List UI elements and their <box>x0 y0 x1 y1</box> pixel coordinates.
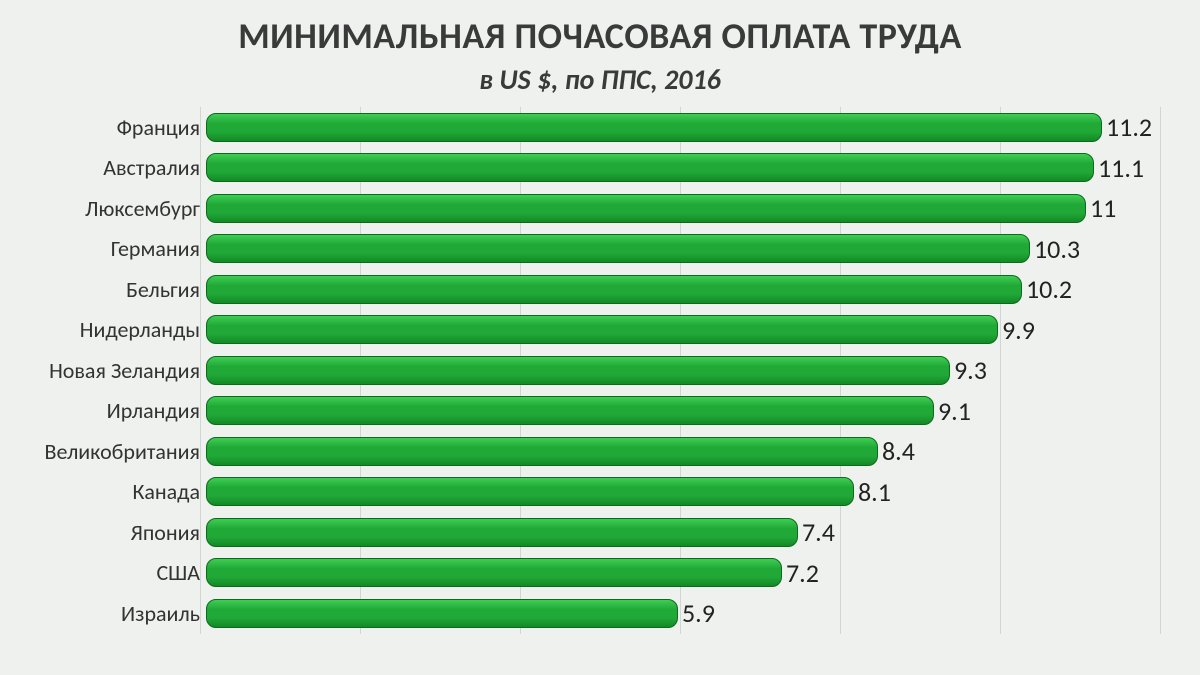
category-label: Нидерланды <box>0 316 206 343</box>
category-label: Германия <box>0 235 206 262</box>
bar-row: Бельгия 10.2 <box>0 269 1200 310</box>
bar-row: США 7.2 <box>0 553 1200 594</box>
bar-row: Германия 10.3 <box>0 229 1200 270</box>
bar-rows: Франция 11.2 Австралия 11.1 Люксембург 11 Герм… <box>0 107 1200 634</box>
category-label: Канада <box>0 478 206 505</box>
bar-track: 10.2 <box>206 269 1166 310</box>
bar <box>206 396 934 425</box>
bar <box>206 234 1030 263</box>
bar-row: Канада 8.1 <box>0 472 1200 513</box>
category-label: Израиль <box>0 600 206 627</box>
bar-value-label: 10.2 <box>1026 273 1072 305</box>
bar-track: 11 <box>206 188 1166 229</box>
bar-row: Нидерланды 9.9 <box>0 310 1200 351</box>
bar-track: 10.3 <box>206 229 1166 270</box>
bar-row: Люксембург 11 <box>0 188 1200 229</box>
bar <box>206 477 854 506</box>
bar-track: 7.4 <box>206 512 1166 553</box>
bar-track: 5.9 <box>206 593 1166 634</box>
bar <box>206 558 782 587</box>
bar-row: Новая Зеландия 9.3 <box>0 350 1200 391</box>
category-label: Австралия <box>0 154 206 181</box>
bar-value-label: 8.4 <box>882 435 915 467</box>
bar <box>206 518 798 547</box>
chart-title: МИНИМАЛЬНАЯ ПОЧАСОВАЯ ОПЛАТА ТРУДА <box>0 0 1200 58</box>
bar-value-label: 9.3 <box>954 354 987 386</box>
bar-value-label: 9.9 <box>1002 314 1035 346</box>
bar-row: Великобритания 8.4 <box>0 431 1200 472</box>
wage-chart: МИНИМАЛЬНАЯ ПОЧАСОВАЯ ОПЛАТА ТРУДА в US … <box>0 0 1200 675</box>
bar-row: Австралия 11.1 <box>0 148 1200 189</box>
category-label: Великобритания <box>0 438 206 465</box>
bar-value-label: 7.4 <box>802 516 835 548</box>
bar <box>206 153 1094 182</box>
category-label: Новая Зеландия <box>0 357 206 384</box>
bar-value-label: 11.1 <box>1098 152 1144 184</box>
bar <box>206 356 950 385</box>
bar-track: 8.1 <box>206 472 1166 513</box>
bar-track: 9.1 <box>206 391 1166 432</box>
chart-subtitle: в US $, по ППС, 2016 <box>0 62 1200 97</box>
bar-track: 11.1 <box>206 148 1166 189</box>
bar <box>206 275 1022 304</box>
bar-track: 11.2 <box>206 107 1166 148</box>
bar-track: 9.9 <box>206 310 1166 351</box>
bar-value-label: 11.2 <box>1106 111 1152 143</box>
bar-track: 8.4 <box>206 431 1166 472</box>
category-label: Ирландия <box>0 397 206 424</box>
bar-track: 7.2 <box>206 553 1166 594</box>
bar <box>206 113 1102 142</box>
bar <box>206 315 998 344</box>
bar-value-label: 7.2 <box>786 557 819 589</box>
bar <box>206 599 678 628</box>
bar-value-label: 11 <box>1090 192 1116 224</box>
category-label: Бельгия <box>0 276 206 303</box>
plot-area: Франция 11.2 Австралия 11.1 Люксембург 11 Герм… <box>0 107 1200 634</box>
bar-value-label: 8.1 <box>858 476 891 508</box>
category-label: Франция <box>0 114 206 141</box>
bar-row: Франция 11.2 <box>0 107 1200 148</box>
category-label: Люксембург <box>0 195 206 222</box>
bar <box>206 437 878 466</box>
category-label: Япония <box>0 519 206 546</box>
bar-row: Ирландия 9.1 <box>0 391 1200 432</box>
bar-row: Израиль 5.9 <box>0 593 1200 634</box>
bar-value-label: 10.3 <box>1034 233 1080 265</box>
bar <box>206 194 1086 223</box>
bar-value-label: 5.9 <box>682 597 715 629</box>
bar-track: 9.3 <box>206 350 1166 391</box>
bar-value-label: 9.1 <box>938 395 971 427</box>
category-label: США <box>0 559 206 586</box>
bar-row: Япония 7.4 <box>0 512 1200 553</box>
